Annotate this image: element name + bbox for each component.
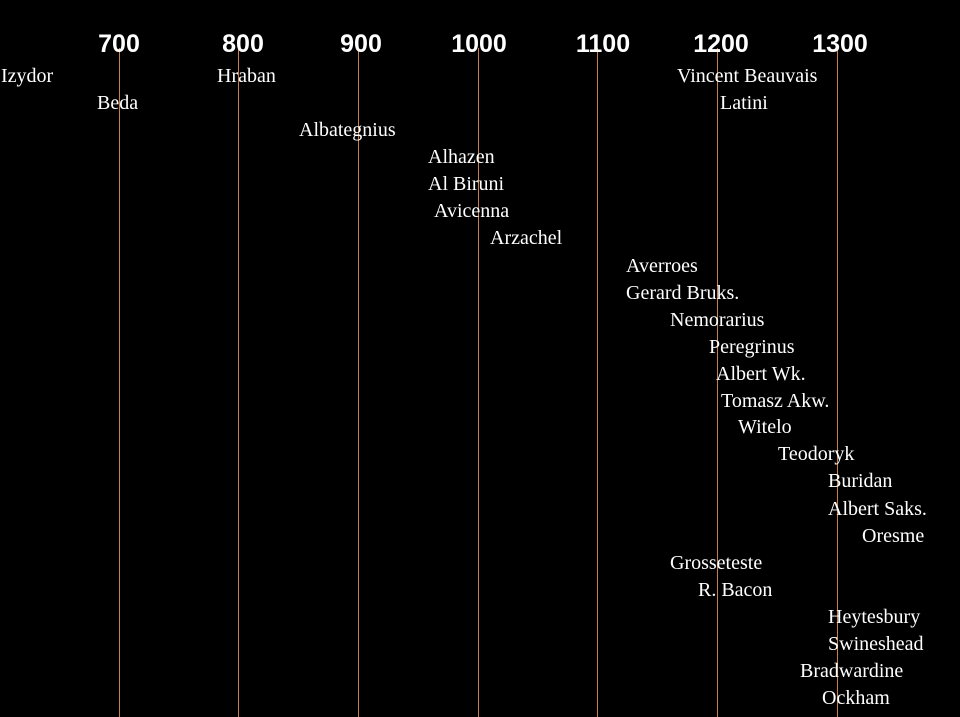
- scholar-bradwardine: Bradwardine: [800, 660, 904, 682]
- year-line-1000: [478, 48, 479, 717]
- scholar-albategnius: Albategnius: [299, 119, 396, 141]
- scholar-swineshead: Swineshead: [828, 633, 924, 655]
- year-line-900: [358, 48, 359, 717]
- scholar-nemorarius: Nemorarius: [670, 309, 765, 331]
- scholar-grosseteste: Grosseteste: [670, 552, 763, 574]
- scholar-r-bacon: R. Bacon: [698, 579, 773, 601]
- year-line-800: [238, 48, 239, 717]
- scholar-vincent-beauvais: Vincent Beauvais: [677, 65, 818, 87]
- year-line-1200: [717, 48, 718, 717]
- scholar-teodoryk: Teodoryk: [778, 443, 855, 465]
- scholar-izydor: Izydor: [1, 65, 54, 87]
- scholar-latini: Latini: [720, 92, 768, 114]
- scholar-al-biruni: Al Biruni: [428, 173, 505, 195]
- year-label-800: 800: [222, 30, 264, 58]
- scholar-heytesbury: Heytesbury: [828, 606, 921, 628]
- scholar-tomasz-akw: Tomasz Akw.: [721, 390, 830, 412]
- scholar-alhazen: Alhazen: [428, 146, 495, 168]
- year-label-1300: 1300: [812, 30, 868, 58]
- year-label-900: 900: [340, 30, 382, 58]
- scholar-arzachel: Arzachel: [490, 227, 563, 249]
- scholar-ockham: Ockham: [822, 687, 890, 709]
- year-line-700: [119, 48, 120, 717]
- scholar-beda: Beda: [97, 92, 139, 114]
- year-label-1100: 1100: [575, 30, 631, 58]
- year-line-1100: [597, 48, 598, 717]
- year-line-1300: [837, 48, 838, 717]
- scholar-witelo: Witelo: [738, 416, 792, 438]
- year-label-700: 700: [98, 30, 140, 58]
- scholar-albert-saks: Albert Saks.: [828, 498, 927, 520]
- scholar-oresme: Oresme: [862, 525, 925, 547]
- scholar-buridan: Buridan: [828, 470, 893, 492]
- scholar-avicenna: Avicenna: [434, 200, 510, 222]
- scholar-peregrinus: Peregrinus: [709, 336, 795, 358]
- scholar-albert-wk: Albert Wk.: [716, 363, 806, 385]
- scholar-averroes: Averroes: [626, 255, 698, 277]
- scholar-hraban: Hraban: [217, 65, 276, 87]
- scholar-gerard-bruks: Gerard Bruks.: [626, 282, 740, 304]
- year-label-1000: 1000: [451, 30, 507, 58]
- year-label-1200: 1200: [693, 30, 749, 58]
